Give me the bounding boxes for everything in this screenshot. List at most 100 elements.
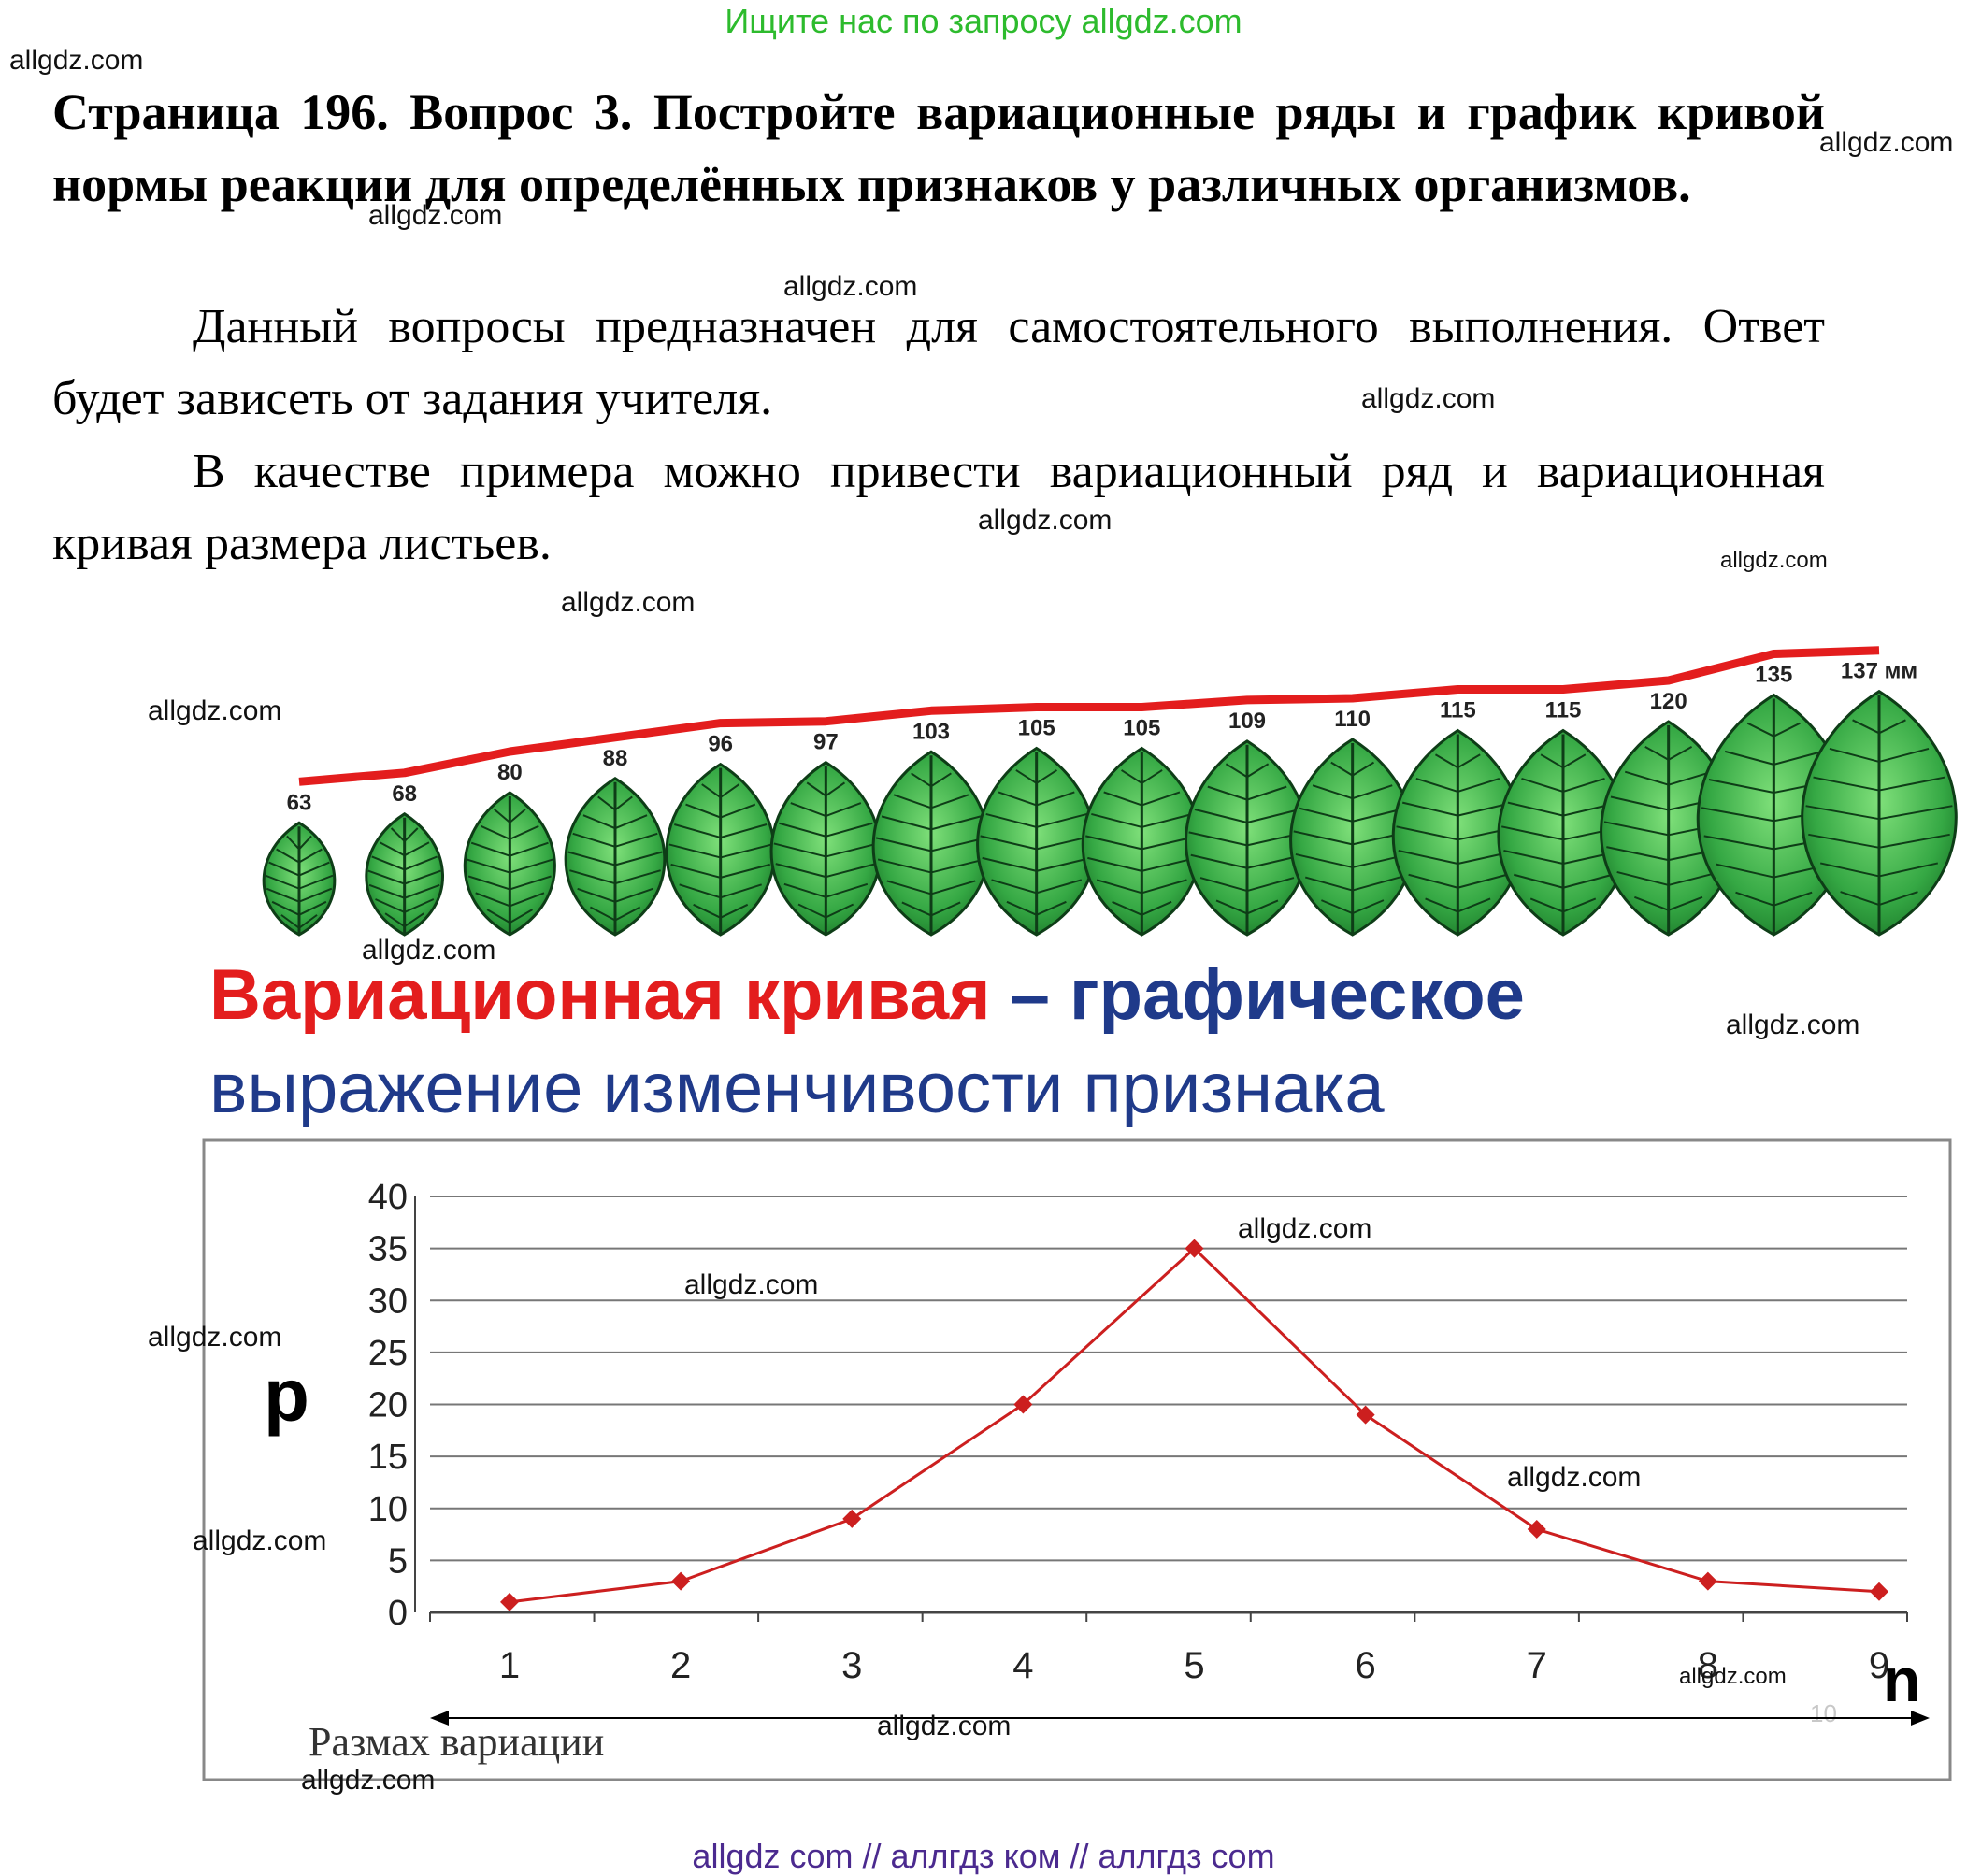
x-tick-label: 3 xyxy=(841,1645,862,1686)
watermark: allgdz.com xyxy=(1726,1010,1860,1040)
chart-y-tick-labels: 0 5 10 15 20 25 30 35 40 xyxy=(368,1178,408,1633)
leaf-size-label: 68 xyxy=(392,781,417,807)
leaf-size-label: 97 xyxy=(813,730,839,755)
y-tick-label: 40 xyxy=(368,1178,408,1217)
range-arrow-left-head xyxy=(430,1711,449,1726)
leaf-size-label: 88 xyxy=(603,746,628,771)
watermark: allgdz.com xyxy=(193,1525,327,1556)
leaf-icon xyxy=(365,812,444,937)
x-axis-label: n xyxy=(1883,1645,1920,1714)
range-arrow-right-head xyxy=(1911,1711,1930,1726)
leaf-size-trend-line xyxy=(298,646,1880,786)
leaf-icon xyxy=(665,762,776,937)
variation-figure: 63 68 80 88 96 97 103 105 105 109 110 115 115 120 135 1… xyxy=(189,580,1967,1782)
x-tick-label: 4 xyxy=(1012,1645,1033,1686)
watermark: allgdz.com xyxy=(1819,127,1954,158)
leaf-icon xyxy=(1801,689,1958,937)
watermark: allgdz.com xyxy=(1679,1664,1787,1689)
chart-point xyxy=(500,1592,519,1611)
x-tick-label: 7 xyxy=(1527,1645,1547,1686)
x-tick-label: 2 xyxy=(670,1645,691,1686)
leaf-size-label: 103 xyxy=(912,719,950,744)
leaf-icon xyxy=(1185,739,1310,937)
top-banner: Ищите нас по запросу allgdz.com xyxy=(725,2,1242,40)
paragraph-1: Данный вопросы предназначен для самостоя… xyxy=(52,291,1825,435)
watermark: allgdz.com xyxy=(362,935,496,966)
faint-slide-number: 10 xyxy=(1810,1699,1837,1727)
y-tick-label: 0 xyxy=(388,1594,408,1633)
paragraph-2-text: В качестве примера можно привести вариац… xyxy=(52,445,1825,570)
range-label: Размах вариации xyxy=(309,1719,604,1765)
watermark: allgdz.com xyxy=(1720,548,1828,573)
watermark: allgdz.com xyxy=(1238,1213,1372,1244)
watermark: allgdz.com xyxy=(783,271,918,302)
watermark: allgdz.com xyxy=(877,1711,1012,1741)
leaf-size-label: 115 xyxy=(1545,698,1582,723)
watermark: allgdz.com xyxy=(561,587,696,618)
bottom-banner: allgdz com // аллгдз ком // аллгдз com xyxy=(692,1837,1275,1875)
x-tick-label: 6 xyxy=(1356,1645,1376,1686)
watermark: allgdz.com xyxy=(368,200,503,231)
y-tick-label: 35 xyxy=(368,1230,408,1269)
x-tick-label: 9 xyxy=(1869,1645,1889,1686)
chart-x-tick-labels: 1 2 3 4 5 6 7 8 9 xyxy=(429,1612,1908,1686)
leaf-size-label: 80 xyxy=(497,760,523,785)
chart-frame xyxy=(202,1138,1952,1782)
y-tick-label: 25 xyxy=(368,1334,408,1373)
chart-point xyxy=(1013,1395,1033,1414)
leaf-icon xyxy=(463,791,556,937)
chart-point xyxy=(1698,1571,1717,1591)
x-tick-label: 8 xyxy=(1698,1645,1718,1686)
figure-title-line1: Вариационная кривая – графическое xyxy=(209,955,1525,1035)
y-tick-label: 5 xyxy=(388,1541,408,1581)
y-tick-label: 30 xyxy=(368,1282,408,1321)
leaf-size-label: 63 xyxy=(287,790,312,815)
leaves-row xyxy=(262,689,1958,937)
watermark: allgdz.com xyxy=(148,1322,282,1353)
chart-points xyxy=(500,1239,1888,1611)
chart-point xyxy=(1356,1405,1375,1425)
y-tick-label: 15 xyxy=(368,1438,408,1477)
leaf-icon xyxy=(976,746,1098,937)
chart-point xyxy=(1527,1520,1546,1539)
chart-point xyxy=(1870,1582,1888,1601)
leaf-size-label: 109 xyxy=(1228,709,1266,734)
leaf-size-labels: 63 68 80 88 96 97 103 105 105 109 110 115 115 120 135 1… xyxy=(287,659,1917,816)
watermark: allgdz.com xyxy=(301,1765,436,1796)
watermark: allgdz.com xyxy=(9,45,144,76)
watermark: allgdz.com xyxy=(978,505,1113,536)
chart-point xyxy=(1185,1239,1204,1258)
leaf-size-label: 105 xyxy=(1123,716,1160,741)
x-tick-label: 1 xyxy=(499,1645,520,1686)
y-axis-label: p xyxy=(264,1353,309,1437)
leaf-icon xyxy=(1391,728,1524,937)
leaf-icon xyxy=(1081,746,1202,937)
chart-series-line xyxy=(509,1246,1880,1604)
leaf-size-label: 96 xyxy=(708,732,733,757)
leaf-size-label: 137 мм xyxy=(1841,659,1917,684)
leaf-icon xyxy=(262,821,337,937)
leaf-size-label: 115 xyxy=(1440,698,1476,723)
leaf-icon xyxy=(564,777,667,937)
chart-point xyxy=(842,1509,862,1528)
figure-title-line2: выражение изменчивости признака xyxy=(209,1049,1385,1128)
watermark: allgdz.com xyxy=(148,695,282,726)
leaf-size-label: 110 xyxy=(1334,707,1371,732)
chart-point xyxy=(671,1571,691,1591)
watermark: allgdz.com xyxy=(684,1269,819,1300)
question-heading: Страница 196. Вопрос 3. Постройте вариац… xyxy=(52,84,1825,212)
leaf-size-label: 135 xyxy=(1755,663,1792,688)
leaf-icon xyxy=(769,760,883,937)
leaf-size-label: 120 xyxy=(1650,689,1687,714)
y-tick-label: 10 xyxy=(368,1490,408,1529)
y-tick-label: 20 xyxy=(368,1386,408,1425)
watermark: allgdz.com xyxy=(1507,1462,1642,1493)
leaf-icon xyxy=(871,750,991,937)
paragraph-1-text: Данный вопросы предназначен для самостоя… xyxy=(52,300,1825,425)
leaf-size-label: 105 xyxy=(1018,716,1055,741)
watermark: allgdz.com xyxy=(1361,383,1496,414)
leaf-icon xyxy=(1600,720,1738,937)
paragraph-2: В качестве примера можно привести вариац… xyxy=(52,436,1825,580)
chart-gridlines xyxy=(414,1196,1907,1614)
